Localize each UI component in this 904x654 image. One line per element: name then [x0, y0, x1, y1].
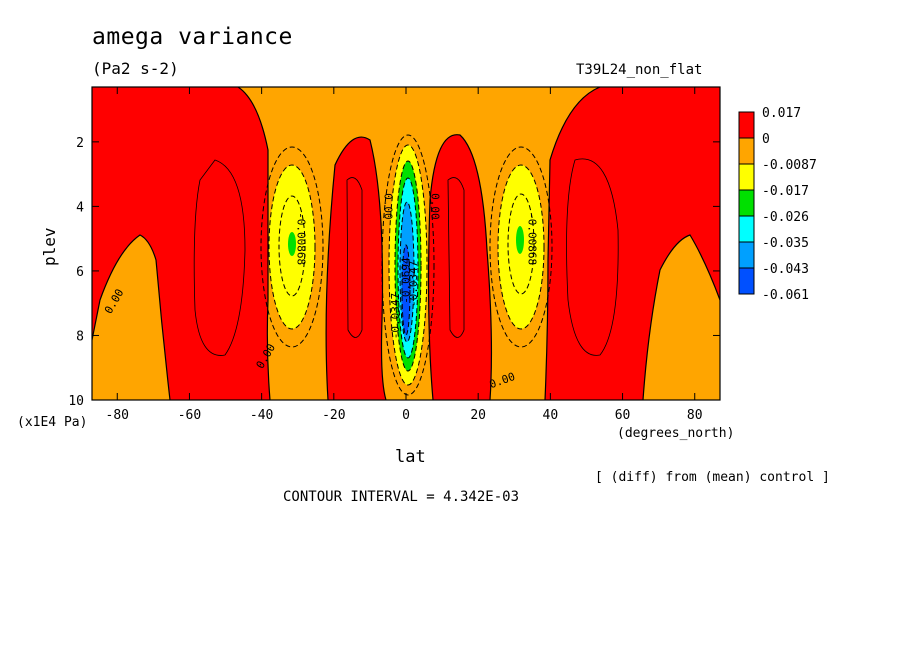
legend-label: -0.017	[762, 184, 809, 199]
x-tick-label: 80	[687, 408, 703, 423]
x-tick-label: -40	[250, 408, 273, 423]
x-tick-label: 0	[402, 408, 410, 423]
contour-label: -0.00868	[295, 212, 308, 265]
contour-label: -0.00868	[526, 212, 539, 265]
contour-label: 0.00	[428, 193, 441, 220]
x-tick-label: -80	[106, 408, 129, 423]
legend-swatch	[738, 111, 755, 139]
legend-label: -0.035	[762, 236, 809, 251]
contour-fill-layer	[92, 87, 720, 400]
legend-label: -0.043	[762, 262, 809, 277]
fill-red-inner-left	[326, 137, 386, 400]
fill-center-blue	[402, 245, 410, 335]
y-tick-label: 6	[76, 265, 84, 280]
fill-red-right	[545, 87, 720, 400]
contour-label: -0.0347	[407, 261, 420, 307]
contour-label: -0.0694	[400, 257, 413, 304]
contour-lines	[92, 87, 720, 400]
fill-red-inner-right	[428, 134, 492, 400]
color-legend: 0.017 0 -0.0087 -0.017 -0.026 -0.035 -0.043 -0.…	[738, 106, 817, 303]
y-axis-ticks: 2 4 6 8 10	[68, 136, 720, 409]
legend-label: -0.0087	[762, 158, 817, 173]
legend-swatch	[738, 189, 755, 217]
x-tick-label: 60	[615, 408, 631, 423]
y-tick-label: 10	[68, 394, 84, 409]
legend-swatch	[738, 137, 755, 165]
x-tick-label: -60	[178, 408, 201, 423]
legend-swatch	[738, 267, 755, 295]
experiment-name: T39L24_non_flat	[576, 62, 703, 78]
y-tick-label: 8	[76, 329, 84, 344]
y-axis-units: (x1E4 Pa)	[17, 415, 88, 430]
diff-note: [ (diff) from (mean) control ]	[595, 470, 830, 485]
fill-red-left	[92, 87, 270, 400]
x-axis-units: (degrees_north)	[617, 426, 735, 441]
x-tick-label: -20	[322, 408, 345, 423]
legend-label: -0.061	[762, 288, 809, 303]
x-axis-label: lat	[395, 447, 426, 467]
contour-interval: CONTOUR INTERVAL = 4.342E-03	[283, 489, 520, 505]
legend-swatch	[738, 215, 755, 243]
fill-green-right	[516, 226, 524, 254]
x-tick-label: 40	[543, 408, 559, 423]
legend-label: 0	[762, 132, 770, 147]
y-tick-label: 2	[76, 136, 84, 151]
fill-green-left	[288, 232, 296, 256]
chart-title: amega variance	[92, 24, 293, 50]
legend-swatch	[738, 163, 755, 191]
contour-label: -0.0347	[389, 293, 402, 339]
y-tick-label: 4	[76, 200, 84, 215]
x-axis-ticks: -80 -60 -40 -20 0 20 40 60 80	[106, 87, 703, 423]
x-tick-label: 20	[470, 408, 486, 423]
chart-units: (Pa2 s-2)	[92, 59, 179, 78]
legend-label: 0.017	[762, 106, 801, 121]
legend-swatch	[738, 241, 755, 269]
legend-label: -0.026	[762, 210, 809, 225]
contour-label: 0.00	[381, 193, 394, 220]
